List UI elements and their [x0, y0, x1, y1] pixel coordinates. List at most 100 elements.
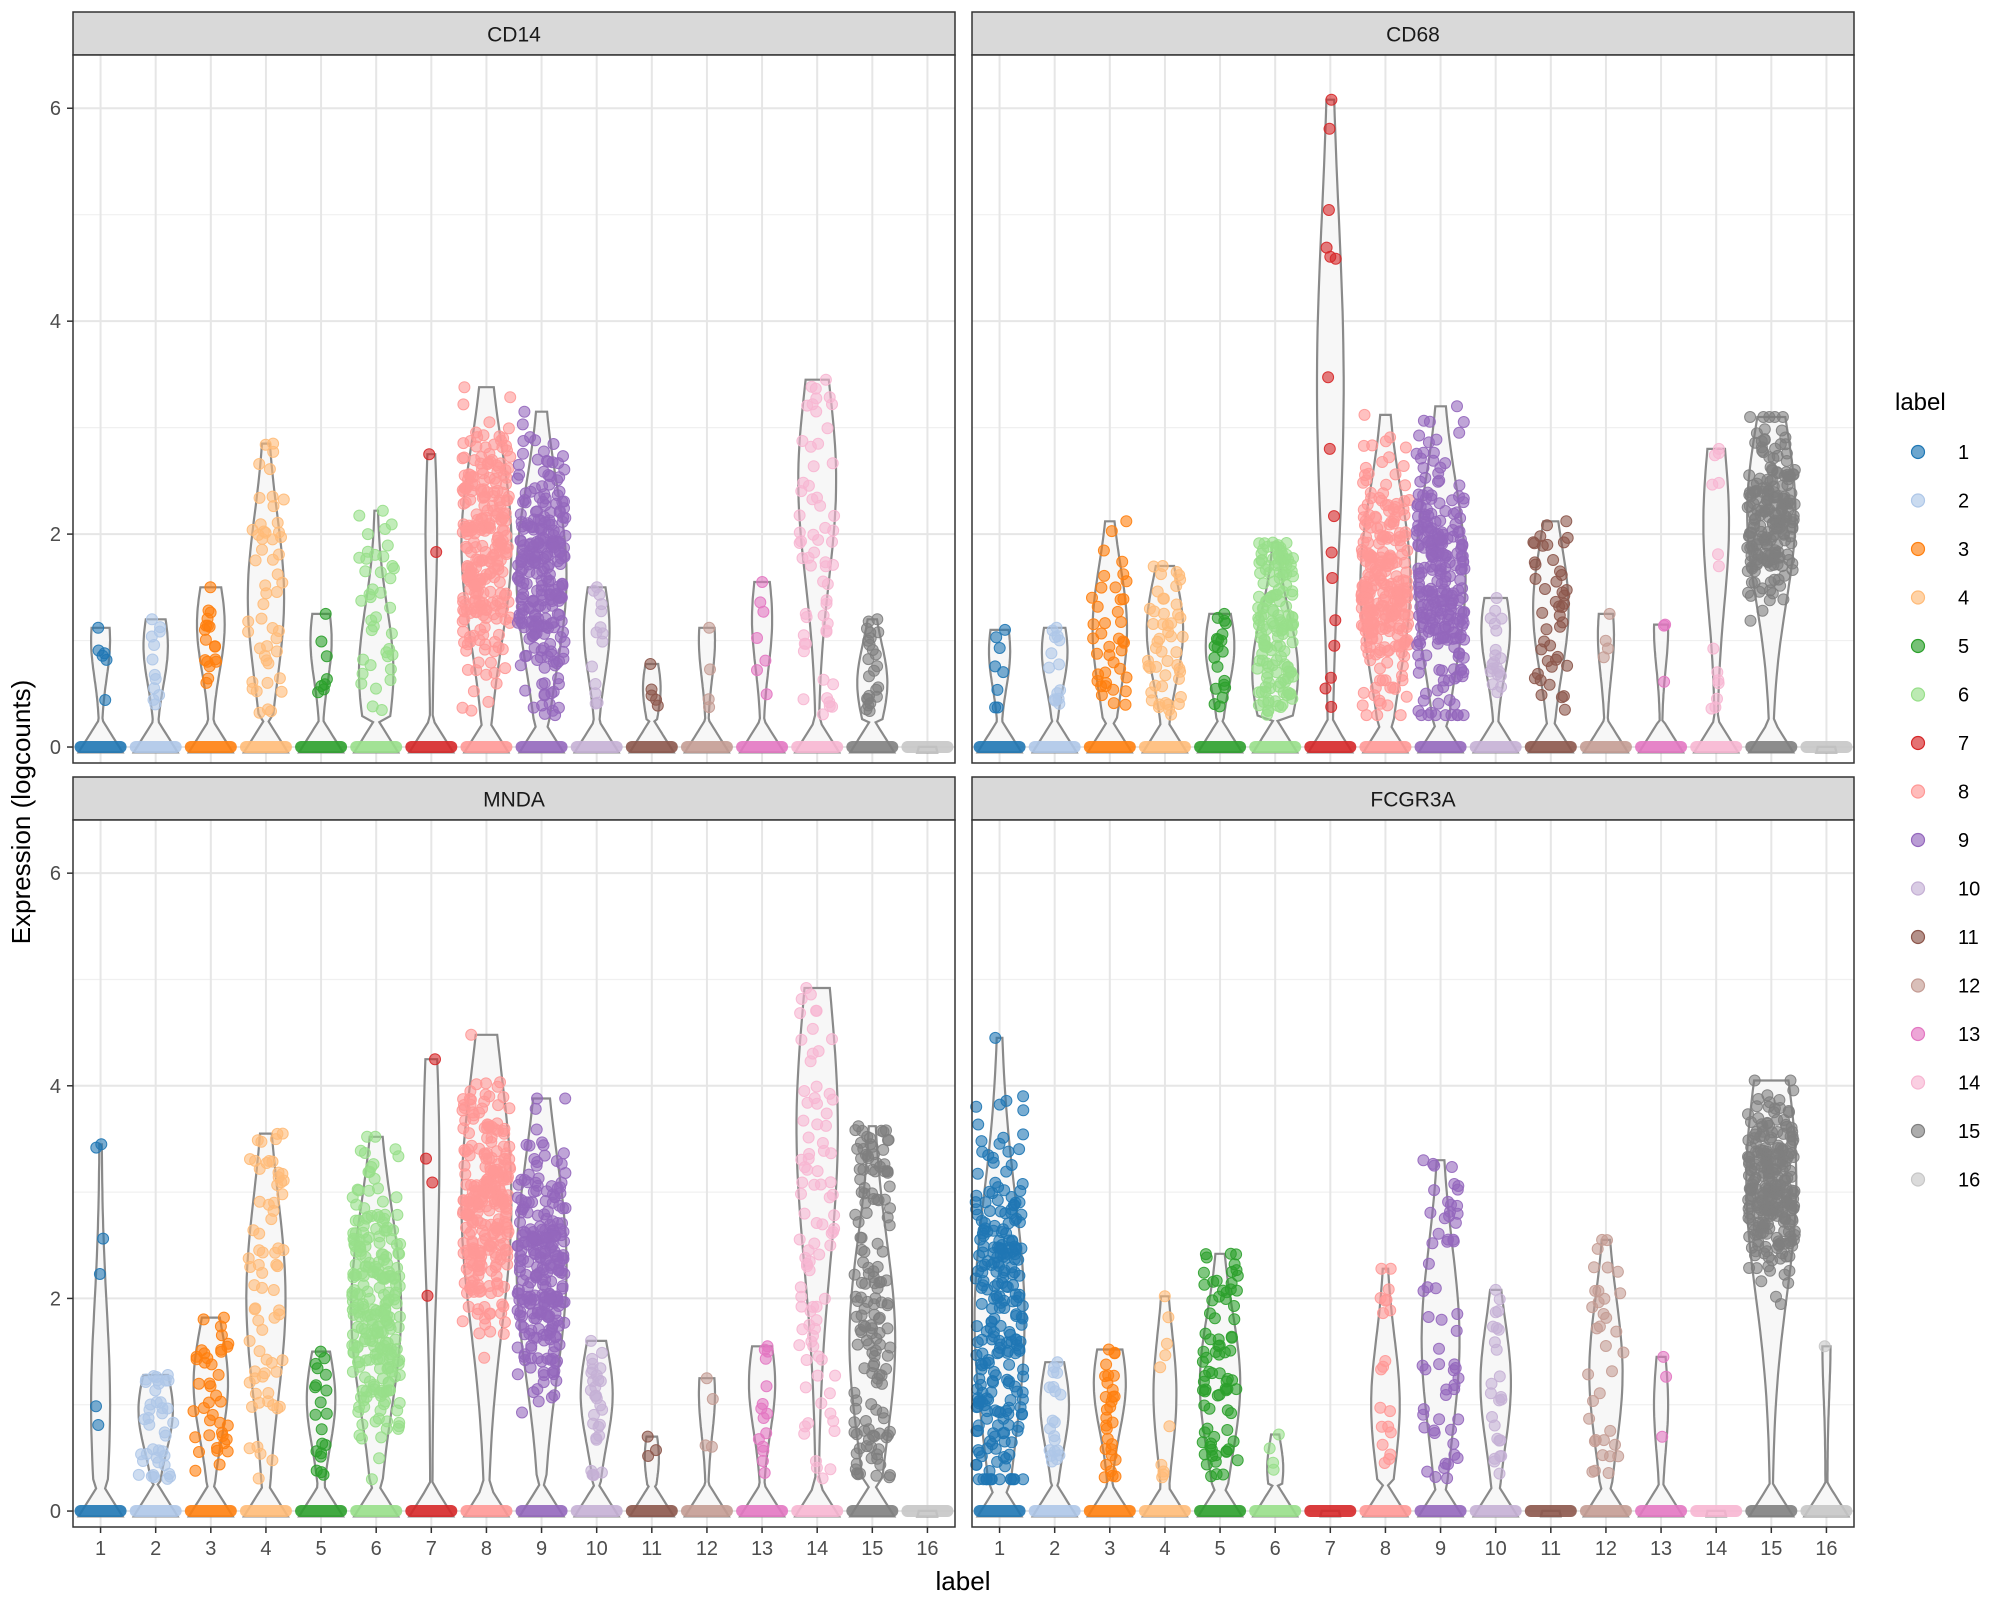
data-point — [864, 632, 877, 645]
data-point — [818, 1292, 831, 1305]
data-point — [807, 1340, 820, 1353]
data-point — [481, 458, 494, 471]
data-point — [1748, 1074, 1761, 1087]
data-point — [1210, 1468, 1223, 1481]
data-point — [1008, 1198, 1021, 1211]
data-point — [269, 1246, 282, 1259]
data-point — [1359, 514, 1372, 527]
data-point — [1000, 1165, 1013, 1178]
data-point — [242, 625, 255, 638]
data-point — [1557, 536, 1570, 549]
data-point — [865, 1319, 878, 1332]
data-point — [524, 1361, 537, 1374]
data-point — [387, 1224, 400, 1237]
data-point — [757, 1412, 770, 1424]
data-point — [989, 660, 1002, 673]
data-point — [1000, 1227, 1013, 1240]
data-point — [1414, 475, 1427, 488]
data-point — [203, 1377, 216, 1390]
data-point — [1200, 1458, 1213, 1471]
data-point — [1534, 674, 1547, 687]
data-point — [1707, 642, 1720, 655]
data-point — [371, 1208, 384, 1221]
data-point — [1165, 617, 1178, 630]
data-point — [1753, 472, 1766, 485]
data-point — [1601, 1234, 1613, 1247]
data-point — [1373, 646, 1386, 659]
data-point — [871, 1260, 884, 1273]
panel-border — [971, 819, 1855, 1528]
data-point — [384, 1270, 397, 1283]
data-point — [1384, 1262, 1397, 1275]
data-point — [1494, 669, 1507, 682]
data-point — [1744, 1163, 1757, 1176]
data-point — [1203, 1402, 1216, 1415]
data-point — [476, 1102, 489, 1115]
data-point — [1005, 1261, 1018, 1274]
data-point — [1274, 701, 1287, 713]
data-point — [1095, 581, 1108, 594]
data-point — [146, 613, 158, 626]
data-point — [1493, 1370, 1506, 1383]
data-point — [468, 454, 481, 467]
data-point — [97, 1232, 110, 1245]
data-point — [1450, 1324, 1463, 1337]
data-point — [869, 1292, 882, 1305]
data-point — [459, 481, 472, 494]
data-point — [1257, 577, 1270, 590]
data-point — [548, 1365, 561, 1377]
data-point — [816, 1472, 829, 1485]
data-point — [369, 1260, 382, 1273]
data-point — [823, 1087, 836, 1100]
y-tick-label: 4 — [50, 1076, 61, 1098]
data-point — [860, 1207, 873, 1219]
data-point — [1784, 1164, 1797, 1177]
data-point — [545, 687, 558, 700]
data-point — [315, 635, 328, 648]
points-zero-6 — [350, 1505, 403, 1518]
data-point — [383, 643, 396, 655]
data-point — [1377, 593, 1390, 606]
data-point — [1208, 651, 1221, 664]
legend-key — [1910, 1026, 1926, 1042]
data-point — [1261, 540, 1274, 553]
data-point — [1423, 415, 1436, 428]
data-point — [1224, 1344, 1237, 1357]
data-point — [1011, 1424, 1024, 1437]
data-point — [273, 672, 286, 685]
data-point — [390, 1191, 403, 1204]
data-point — [531, 557, 544, 570]
data-point — [1199, 1248, 1212, 1261]
data-point — [531, 654, 544, 666]
data-point — [1218, 678, 1230, 691]
data-point — [1357, 579, 1370, 592]
data-point — [93, 1268, 106, 1280]
data-point — [266, 1454, 279, 1467]
data-point — [849, 1208, 862, 1221]
data-point — [1429, 621, 1442, 634]
data-point — [457, 497, 470, 510]
data-point — [550, 1374, 563, 1387]
data-point — [1766, 587, 1779, 600]
data-point — [464, 1085, 477, 1098]
points-zero-2 — [129, 741, 182, 754]
data-point — [420, 1152, 432, 1165]
data-point — [501, 1250, 514, 1263]
data-point — [795, 1300, 808, 1313]
data-point — [1753, 1153, 1766, 1166]
data-point — [1325, 93, 1338, 106]
data-point — [519, 684, 532, 697]
data-point — [480, 1187, 493, 1200]
data-point — [1456, 538, 1469, 551]
data-point — [267, 445, 280, 458]
data-point — [272, 548, 285, 561]
data-point — [1440, 589, 1453, 601]
data-point — [1453, 479, 1466, 492]
data-point — [817, 575, 830, 588]
legend-key — [1910, 832, 1926, 848]
data-point — [876, 1406, 889, 1419]
data-point — [257, 598, 270, 611]
data-point — [986, 1375, 999, 1387]
data-point — [1434, 632, 1447, 645]
data-point — [1147, 560, 1160, 573]
